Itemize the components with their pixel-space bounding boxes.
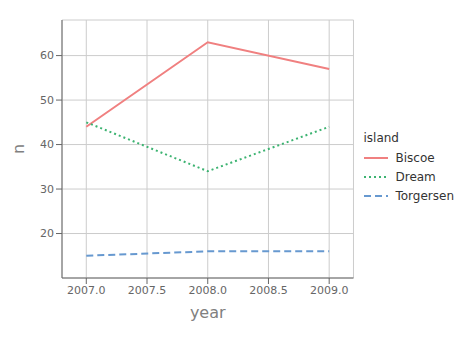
html-text:island: island — [363, 130, 399, 145]
html-text:Dream: Dream — [395, 169, 436, 184]
svg-text:n: n — [9, 144, 28, 154]
html-text:Torgersen: Torgersen — [395, 188, 454, 203]
svg-text:2008.0: 2008.0 — [188, 284, 227, 297]
html-text:Biscoe: Biscoe — [395, 150, 435, 165]
svg-text:2007.0: 2007.0 — [67, 284, 106, 297]
svg-text:60: 60 — [40, 49, 54, 62]
svg-text:2007.5: 2007.5 — [128, 284, 167, 297]
svg-text:year: year — [190, 303, 226, 322]
svg-text:30: 30 — [40, 183, 54, 196]
svg-text:2009.0: 2009.0 — [310, 284, 349, 297]
svg-text:2008.5: 2008.5 — [249, 284, 288, 297]
svg-text:50: 50 — [40, 94, 54, 107]
svg-text:20: 20 — [40, 227, 54, 240]
svg-text:40: 40 — [40, 138, 54, 151]
